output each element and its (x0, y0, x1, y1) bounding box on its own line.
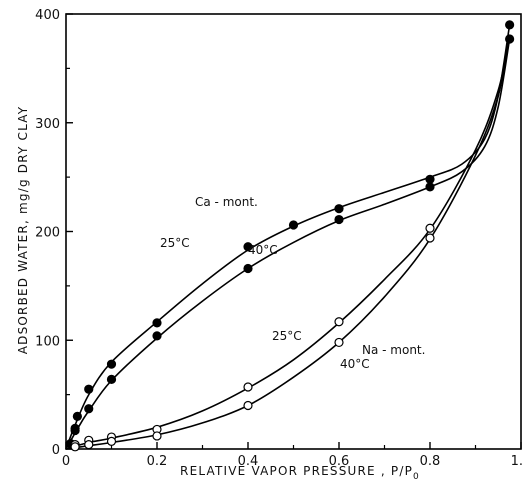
ca-25c-label: 25°C (160, 236, 190, 250)
filled-data-point (106, 374, 117, 384)
fitted-curves (65, 24, 511, 450)
filled-data-point (334, 214, 344, 225)
y-axis-title: ADSORBED WATER, mg/g DRY CLAY (16, 106, 30, 355)
open-data-point (334, 337, 344, 348)
fitted-curve-2 (65, 38, 511, 450)
filled-data-point (84, 404, 94, 414)
data-markers (65, 20, 515, 452)
x-tick-label: 0.8 (420, 454, 441, 469)
open-data-point (243, 400, 253, 411)
filled-data-point (106, 359, 117, 369)
x-axis-ticks: 0 0.2 0.4 0.6 0.8 1.0 (62, 442, 522, 469)
x-tick-label: 0.6 (329, 454, 350, 469)
na-25c-label: 25°C (272, 329, 302, 343)
filled-data-point (334, 204, 344, 214)
filled-data-point (152, 318, 162, 328)
y-tick-label: 100 (35, 334, 60, 349)
x-tick-label: 0.4 (238, 454, 259, 469)
open-data-point (152, 431, 162, 441)
ca-mont-label: Ca - mont. (195, 195, 258, 209)
filled-data-point (425, 174, 435, 184)
filled-data-point (505, 20, 515, 30)
y-tick-label: 200 (35, 226, 60, 241)
open-data-point (84, 440, 94, 450)
y-tick-label: 400 (35, 8, 60, 23)
na-40c-label: 40°C (340, 357, 370, 371)
fitted-curve-1 (65, 24, 511, 450)
open-data-point (425, 233, 435, 243)
na-mont-label: Na - mont. (362, 343, 425, 357)
y-axis-ticks: 0 100 200 300 400 (35, 8, 73, 458)
y-tick-label: 300 (35, 117, 60, 132)
open-data-point (106, 436, 117, 446)
x-axis-title-subscript: 0 (413, 472, 420, 482)
open-data-point (425, 223, 435, 233)
fitted-curve-4 (65, 35, 511, 450)
x-axis-title: RELATIVE VAPOR PRESSURE , P/P0 (180, 464, 420, 482)
open-data-point (334, 317, 344, 327)
y-tick-label: 0 (52, 443, 60, 458)
open-data-point (243, 382, 253, 392)
filled-data-point (288, 220, 299, 230)
x-axis-title-text: RELATIVE VAPOR PRESSURE , P/P (180, 464, 413, 478)
plot-border (65, 13, 522, 450)
fitted-curve-3 (65, 37, 511, 450)
filled-data-point (505, 34, 515, 44)
x-tick-label: 0 (62, 454, 70, 469)
filled-data-point (70, 425, 80, 436)
x-tick-label: 0.2 (147, 454, 168, 469)
filled-data-point (425, 182, 435, 192)
x-tick-label: 1.0 (511, 454, 522, 469)
plot-frame (65, 13, 522, 450)
ca-40c-label: 40°C (248, 243, 278, 257)
filled-data-point (243, 242, 253, 252)
filled-data-point (152, 331, 162, 341)
filled-data-point (243, 263, 253, 274)
filled-data-point (72, 411, 82, 421)
filled-data-point (84, 384, 94, 394)
open-data-point (70, 442, 80, 452)
